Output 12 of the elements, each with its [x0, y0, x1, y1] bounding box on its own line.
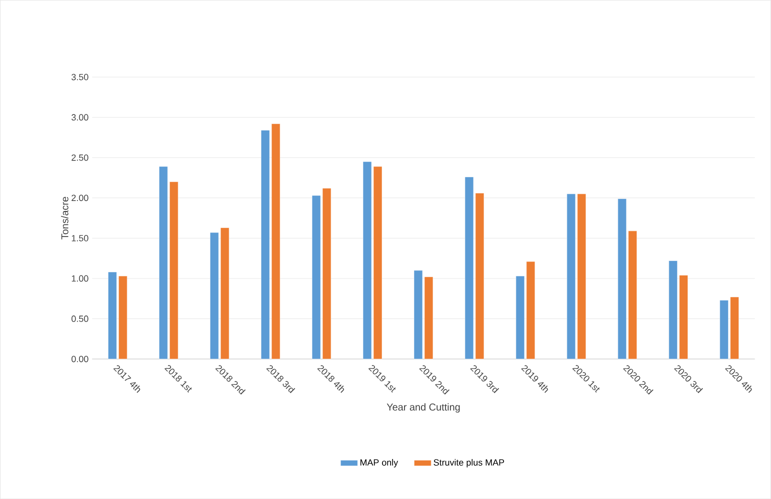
- y-axis-title: Tons/acre: [61, 196, 68, 240]
- y-tick-label: 0.50: [72, 315, 88, 322]
- legend-label: Struvite plus MAP: [434, 458, 504, 468]
- legend-label: MAP only: [360, 458, 398, 468]
- y-tick-label: 3.00: [72, 114, 88, 120]
- y-tick-label: 1.50: [72, 234, 88, 242]
- y-tick-label: 3.50: [72, 74, 88, 80]
- y-tick-label: 2.00: [72, 194, 88, 202]
- x-axis-title: Year and Cutting: [386, 403, 460, 412]
- y-tick-label: 1.00: [72, 275, 88, 282]
- y-tick-label: 0.00: [72, 356, 88, 362]
- y-tick-label: 2.50: [72, 154, 88, 161]
